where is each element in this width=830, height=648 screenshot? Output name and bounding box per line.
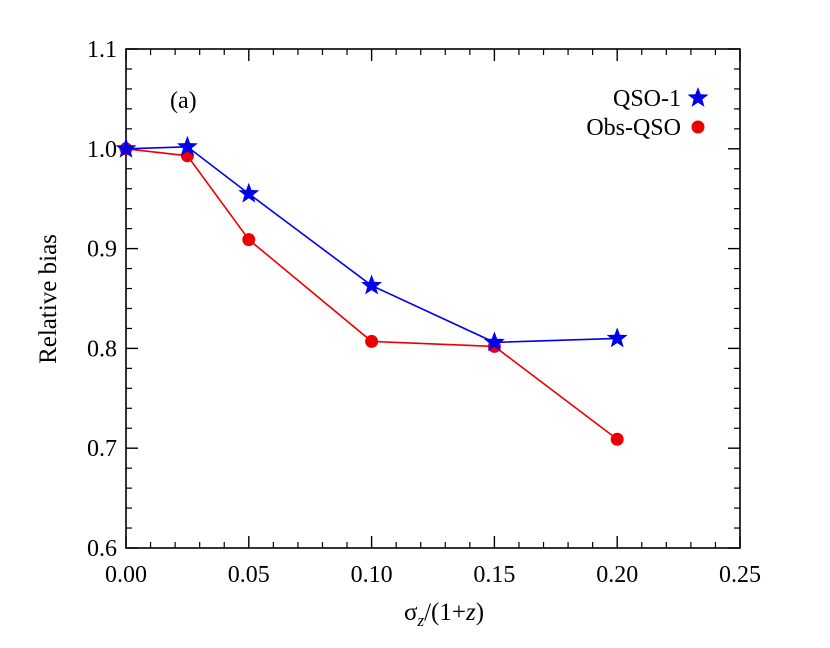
- y-tick-label: 1.0: [87, 137, 117, 163]
- data-point-qso-1: [606, 327, 628, 348]
- legend-label-obs-qso: Obs-QSO: [586, 115, 681, 141]
- panel-label: (a): [170, 88, 197, 114]
- legend-marker-obs-qso: [691, 120, 705, 134]
- data-point-qso-1: [483, 331, 505, 352]
- x-tick-label: 0.00: [105, 562, 147, 588]
- x-axis-label-sigma: σ: [404, 599, 418, 626]
- data-point-obs-qso: [242, 233, 256, 247]
- legend: QSO-1 Obs-QSO: [586, 86, 709, 141]
- x-tick-label: 0.25: [719, 562, 761, 588]
- x-axis-label: σz/(1+z): [404, 599, 484, 630]
- data-point-obs-qso: [365, 334, 379, 348]
- data-point-qso-1: [361, 274, 383, 295]
- y-axis-label: Relative bias: [35, 234, 62, 364]
- legend-label-qso-1: QSO-1: [613, 86, 681, 112]
- legend-marker-qso-1: [687, 87, 709, 107]
- y-tick-label: 0.7: [87, 436, 117, 462]
- x-axis-label-mid: /(1+: [424, 599, 466, 626]
- data-point-qso-1: [238, 182, 260, 203]
- ticks-group: 0.00 0.05 0.10 0.15 0.20 0.25 0.6 0.7 0.8 0.9 1.0 1…: [87, 37, 761, 588]
- x-axis-label-close: ): [476, 599, 484, 626]
- x-axis-label-subscript: z: [416, 611, 424, 630]
- x-tick-label: 0.10: [351, 562, 393, 588]
- y-tick-label: 0.8: [87, 336, 117, 362]
- x-tick-label: 0.15: [473, 562, 515, 588]
- series-line-qso-1: [125, 145, 618, 344]
- data-point-qso-1: [176, 135, 198, 156]
- x-tick-label: 0.20: [596, 562, 638, 588]
- plot-frame: [125, 48, 741, 549]
- y-tick-label: 1.1: [87, 37, 117, 63]
- series-group: [115, 135, 628, 446]
- series-line-obs-qso: [125, 148, 618, 440]
- y-tick-label: 0.9: [87, 237, 117, 263]
- plot-frame-group: [125, 48, 741, 549]
- data-point-obs-qso: [610, 432, 624, 446]
- data-point-qso-1: [115, 137, 137, 158]
- x-tick-label: 0.05: [228, 562, 270, 588]
- x-axis-label-z: z: [465, 599, 476, 626]
- y-tick-label: 0.6: [87, 536, 117, 562]
